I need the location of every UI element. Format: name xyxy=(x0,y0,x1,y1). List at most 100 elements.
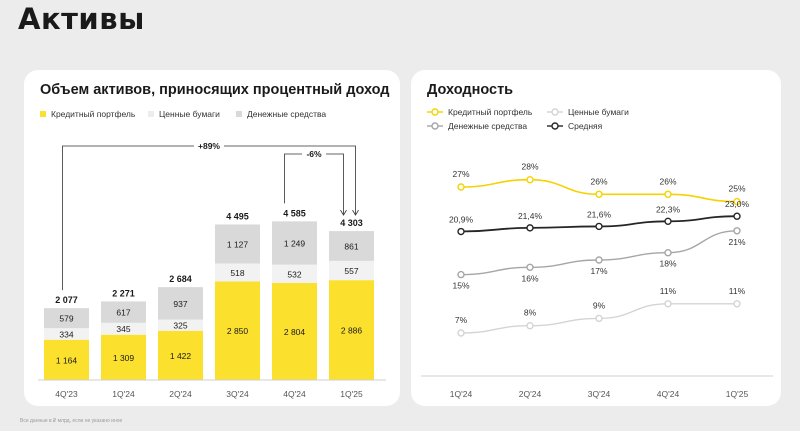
data-label: 17% xyxy=(590,266,607,276)
legend-swatch-1 xyxy=(40,111,46,117)
bar-segment xyxy=(215,281,260,380)
data-label: 21,4% xyxy=(518,211,543,221)
data-label: 8% xyxy=(524,308,537,318)
x-tick-label: 4Q'23 xyxy=(55,389,78,399)
data-label: 15% xyxy=(452,281,469,291)
bar-segment xyxy=(215,263,260,282)
bar-segment xyxy=(44,328,89,340)
legend-label-4: Средняя xyxy=(568,121,603,131)
x-tick-label: 1Q'24 xyxy=(450,389,473,399)
decline-label-bg xyxy=(302,147,326,160)
data-point xyxy=(733,227,741,235)
bar-segment-label: 325 xyxy=(173,321,187,331)
data-label: 23,0% xyxy=(725,199,750,209)
data-label: 11% xyxy=(729,286,746,296)
growth-label-bg xyxy=(194,139,224,152)
data-label: 26% xyxy=(659,176,676,186)
bar-segment xyxy=(329,231,374,261)
data-label: 21,6% xyxy=(587,209,612,219)
bar-segment-label: 1 249 xyxy=(284,238,306,248)
x-tick-label: 1Q'25 xyxy=(340,389,363,399)
bar-segment-label: 532 xyxy=(287,269,301,279)
x-tick-label: 2Q'24 xyxy=(519,389,542,399)
data-point xyxy=(526,224,534,232)
data-point xyxy=(733,197,741,206)
x-tick-label: 2Q'24 xyxy=(169,389,192,399)
data-label: 18% xyxy=(659,259,676,269)
data-label: 20,9% xyxy=(449,215,474,225)
legend-marker-2 xyxy=(551,108,559,116)
data-point xyxy=(664,217,672,226)
bar-segment xyxy=(272,264,317,283)
data-label: 9% xyxy=(593,300,606,310)
bar-total-label: 2 684 xyxy=(169,274,192,284)
data-point xyxy=(457,183,465,191)
assets-chart-card: Объем активов, приносящих процентный дох… xyxy=(24,70,400,406)
data-point xyxy=(526,321,534,330)
decline-bracket-arrow xyxy=(340,209,347,216)
yield-chart-card: Доходность Кредитный портфель Ценные бума… xyxy=(411,70,781,406)
legend-swatch-2 xyxy=(148,111,154,117)
page-title: Активы xyxy=(18,2,145,36)
legend-swatch-3 xyxy=(236,111,242,117)
bar-segment-label: 937 xyxy=(173,299,187,309)
bar-segment xyxy=(158,330,203,380)
bar-total-label: 4 495 xyxy=(226,211,249,221)
data-label: 22,3% xyxy=(656,204,681,214)
legend-label-1: Кредитный портфель xyxy=(448,107,533,117)
bar-segment xyxy=(329,260,374,281)
data-point xyxy=(664,300,672,308)
bar-segment-label: 334 xyxy=(59,329,73,339)
legend-label-1: Кредитный портфель xyxy=(51,109,136,119)
bar-segment xyxy=(272,221,317,265)
bar-segment xyxy=(101,322,146,335)
bar-segment-label: 579 xyxy=(59,314,73,324)
data-label: 7% xyxy=(455,315,468,325)
assets-chart-title: Объем активов, приносящих процентный дох… xyxy=(40,82,390,98)
legend-marker-1 xyxy=(431,108,439,116)
decline-bracket xyxy=(284,153,344,215)
data-label: 21% xyxy=(728,237,745,247)
legend-marker-4 xyxy=(551,122,559,130)
bar-total-label: 2 077 xyxy=(55,295,78,305)
bar-total-label: 2 271 xyxy=(112,288,135,298)
bar-total-label: 4 303 xyxy=(340,218,363,228)
data-point xyxy=(664,190,672,199)
bar-segment-label: 1 309 xyxy=(113,353,135,363)
legend-label-3: Денежные средства xyxy=(247,109,326,119)
data-point xyxy=(457,329,465,337)
x-tick-label: 1Q'24 xyxy=(112,389,135,399)
yield-chart-title: Доходность xyxy=(427,82,514,98)
legend-marker-3 xyxy=(431,122,439,130)
data-point xyxy=(664,248,672,257)
bar-segment xyxy=(101,301,146,323)
data-point xyxy=(457,227,465,236)
bar-segment-label: 861 xyxy=(344,241,358,251)
bar-segment-label: 557 xyxy=(344,266,358,276)
data-point xyxy=(526,175,534,184)
assets-bar-chart: Кредитный портфель Ценные бумаги Денежные … xyxy=(38,109,386,399)
bar-segment-label: 518 xyxy=(230,268,244,278)
data-point xyxy=(733,212,741,220)
data-point xyxy=(595,222,603,231)
footnote: Все данные в ₽ млрд, если не указано ино… xyxy=(20,418,123,424)
bar-segment-label: 617 xyxy=(116,308,130,318)
growth-bracket-arrow xyxy=(352,209,359,216)
bar-segment xyxy=(101,334,146,380)
bar-segment xyxy=(44,339,89,380)
data-point xyxy=(595,190,603,199)
bar-segment-label: 2 850 xyxy=(227,326,249,336)
x-tick-label: 1Q'25 xyxy=(726,389,749,399)
bar-segment xyxy=(44,308,89,329)
decline-label: -6% xyxy=(306,149,322,159)
x-tick-label: 3Q'24 xyxy=(226,389,249,399)
data-point xyxy=(595,256,603,264)
bar-segment-label: 1 127 xyxy=(227,239,249,249)
bar-segment-label: 2 804 xyxy=(284,327,306,337)
data-point xyxy=(733,300,741,308)
data-label: 25% xyxy=(728,184,745,194)
bar-segment-label: 2 886 xyxy=(341,326,363,336)
bar-segment-label: 1 164 xyxy=(56,355,78,365)
x-tick-label: 4Q'24 xyxy=(657,389,680,399)
data-label: 11% xyxy=(660,286,677,296)
